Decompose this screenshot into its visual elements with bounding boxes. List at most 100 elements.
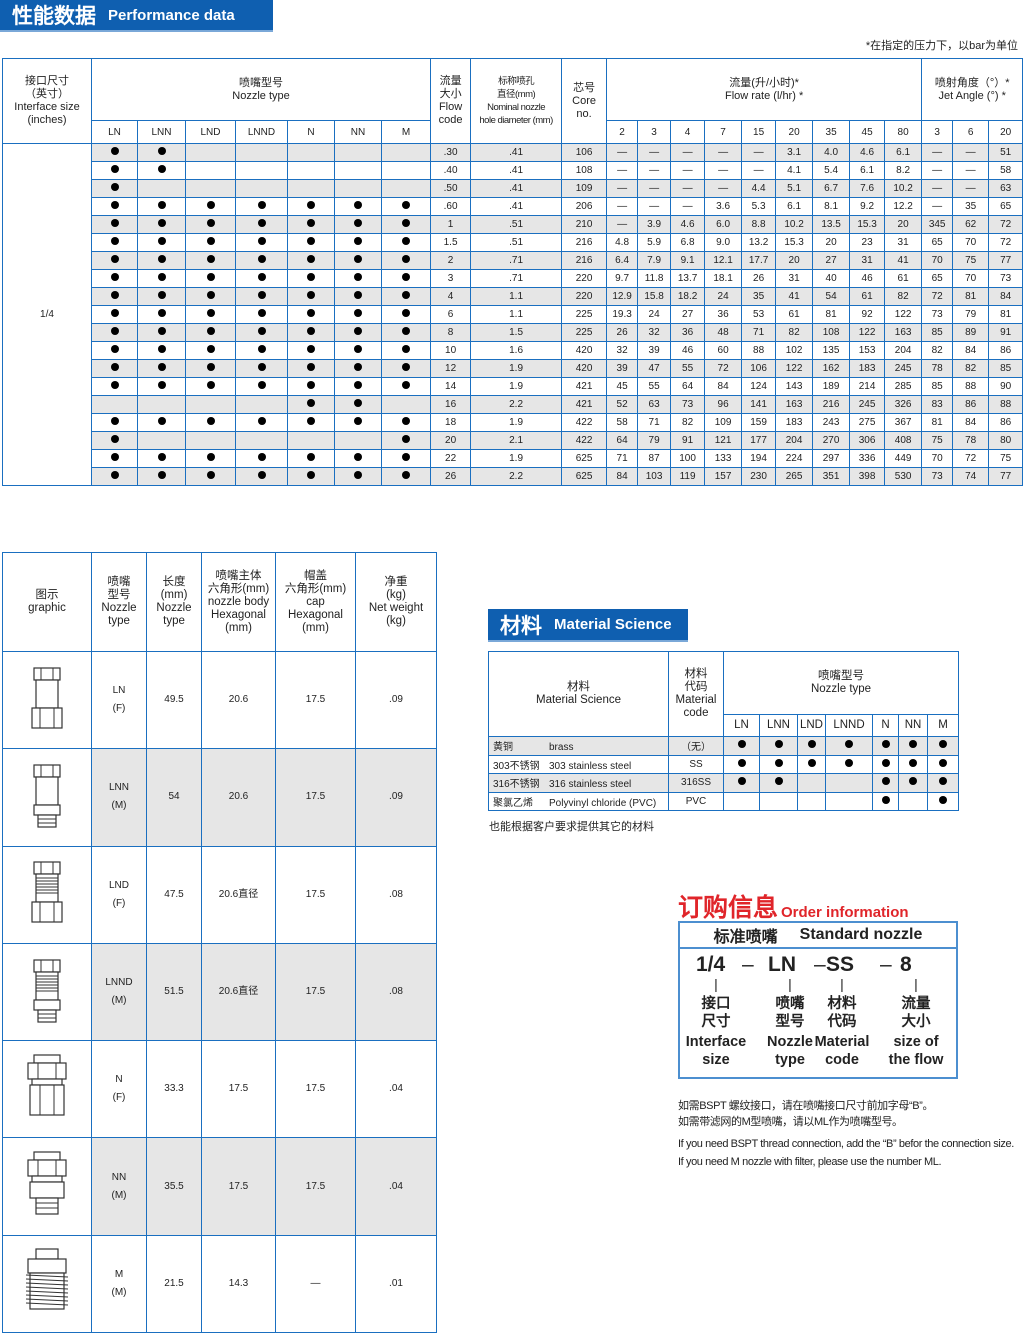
value-cell: 530 xyxy=(884,467,923,486)
type-col-header: LNND xyxy=(825,714,873,737)
value-cell: .50 xyxy=(430,179,472,198)
value-cell: .71 xyxy=(470,269,563,288)
pressure-note: *在指定的压力下，以bar为单位 xyxy=(865,40,1018,52)
value-cell: 72 xyxy=(952,449,990,468)
type-cell xyxy=(91,143,138,162)
availability-dot xyxy=(307,363,315,371)
type-cell xyxy=(380,431,432,450)
part-label-en: type xyxy=(775,1052,805,1068)
value-cell: 20.6 xyxy=(201,650,276,750)
availability-dot xyxy=(354,453,362,461)
value-cell: 82 xyxy=(921,341,954,360)
type-cell xyxy=(185,377,236,396)
value-cell: 421 xyxy=(561,377,608,396)
availability-dot xyxy=(110,273,119,281)
value-cell: 216 xyxy=(561,233,608,252)
type-cell xyxy=(287,359,335,378)
type-cell xyxy=(797,773,826,793)
value-cell: 162 xyxy=(812,359,851,378)
type-cell xyxy=(287,377,335,396)
value-cell: 220 xyxy=(561,287,608,306)
value-cell: 12.9 xyxy=(606,287,639,306)
type-cell xyxy=(380,395,432,414)
connector-line: | xyxy=(788,976,792,992)
type-cell xyxy=(380,251,432,270)
value-cell: 345 xyxy=(921,215,954,234)
availability-dot xyxy=(257,219,266,227)
type-cell xyxy=(137,161,186,180)
value-cell: 6.1 xyxy=(849,161,886,180)
type-col-header: LNN xyxy=(759,714,798,737)
order-code-part: – xyxy=(742,953,754,976)
type-col-header: N xyxy=(872,714,899,737)
type-cell xyxy=(334,269,382,288)
value-cell: — xyxy=(637,143,672,162)
type-col-header: M xyxy=(380,120,432,144)
connector-line: | xyxy=(714,976,718,992)
value-cell: 73 xyxy=(921,467,954,486)
material-cn: 聚氯乙烯 xyxy=(493,797,533,809)
pressure-col-header: 2 xyxy=(606,120,639,144)
value-cell: 70 xyxy=(952,233,990,252)
table-row: LN (F) 49.5 20.6 17.5.09 xyxy=(2,650,437,750)
value-cell: 81 xyxy=(812,305,851,324)
type-cell xyxy=(334,251,382,270)
availability-dot xyxy=(157,327,166,335)
value-cell: 220 xyxy=(561,269,608,288)
type-cell xyxy=(91,305,138,324)
type-cell xyxy=(137,359,186,378)
type-cell xyxy=(825,754,873,774)
value-cell: 6.7 xyxy=(812,179,851,198)
value-cell: — xyxy=(606,215,639,234)
availability-dot xyxy=(307,345,315,353)
type-cell xyxy=(759,754,798,774)
availability-dot xyxy=(157,345,166,353)
type-cell xyxy=(235,197,288,216)
type-cell xyxy=(185,215,236,234)
note-cn-1: 如需BSPT 螺纹接口，请在喷嘴接口尺寸前加字母“B”。 xyxy=(678,1100,934,1112)
value-cell: 3.1 xyxy=(775,143,814,162)
pressure-col-header: 15 xyxy=(741,120,777,144)
value-cell: 71 xyxy=(741,323,777,342)
value-cell: 1.5 xyxy=(470,323,563,342)
type-col-header: NN xyxy=(334,120,382,144)
type-cell xyxy=(287,233,335,252)
type-cell xyxy=(334,359,382,378)
dim-header: 图示 graphic xyxy=(2,552,92,652)
availability-dot xyxy=(354,255,362,263)
graphic-cell xyxy=(2,942,92,1042)
value-cell: 189 xyxy=(812,377,851,396)
type-cell xyxy=(334,215,382,234)
nozzle-type-cell: N (F) xyxy=(91,1040,147,1139)
type-col-header: LNN xyxy=(137,120,186,144)
value-cell: 122 xyxy=(849,323,886,342)
value-cell: 102 xyxy=(775,341,814,360)
type-cell xyxy=(287,251,335,270)
value-cell: 141 xyxy=(741,395,777,414)
value-cell: 121 xyxy=(704,431,743,450)
part-label-cn: 材料 xyxy=(827,996,857,1012)
availability-dot xyxy=(206,381,215,389)
value-cell: 60 xyxy=(704,341,743,360)
value-cell: 625 xyxy=(561,467,608,486)
value-cell: 15.3 xyxy=(849,215,886,234)
value-cell: 2.2 xyxy=(470,467,563,486)
availability-dot xyxy=(307,201,315,209)
type-cell xyxy=(235,449,288,468)
value-cell: 20 xyxy=(775,251,814,270)
value-cell: 625 xyxy=(561,449,608,468)
type-cell xyxy=(825,736,873,756)
type-cell xyxy=(287,395,335,414)
performance-table: 接口尺寸 （英寸） Interface size (inches) 喷嘴型号 Nozzle… xyxy=(2,58,1024,486)
value-cell: — xyxy=(741,161,777,180)
value-cell: 214 xyxy=(849,377,886,396)
table-row: 1.5.51 216 4.8 5.9 6.8 9.0 13.2 15.3 20 23 31 65 70 7… xyxy=(3,233,1024,252)
table-row: 316不锈钢 316 stainless steel 316SS xyxy=(488,773,960,793)
availability-dot xyxy=(257,381,266,389)
value-cell: 20.6直径 xyxy=(201,845,276,944)
material-table: 材料 Material Science 材料 代码 Material code 喷嘴型号 No… xyxy=(488,651,960,811)
value-cell: 422 xyxy=(561,431,608,450)
type-cell xyxy=(91,431,138,450)
availability-dot xyxy=(402,381,411,389)
value-cell: 82 xyxy=(884,287,923,306)
